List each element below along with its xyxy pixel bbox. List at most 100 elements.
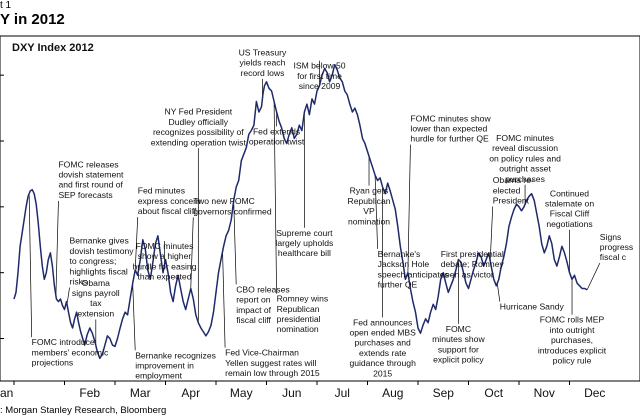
event-annotation-line: extending operation twist: [151, 137, 247, 147]
event-annotation-line: report on: [236, 295, 271, 305]
event-annotation-line: on policy rules and: [489, 153, 561, 163]
event-annotation: FOMC minutes show a higher hurdle for easi…: [132, 241, 196, 282]
x-tick-label: an: [0, 386, 13, 400]
x-tick-label: Feb: [79, 386, 100, 400]
event-annotation-line: to congress;: [70, 256, 117, 266]
event-annotation-line: dovish testimony: [70, 246, 135, 256]
event-annotation: Bernanke gives dovish testimony to congres…: [70, 236, 135, 287]
event-annotation-line: purchases: [505, 174, 545, 184]
event-annotation-line: nomination: [348, 216, 390, 226]
x-tick-label: May: [230, 386, 253, 400]
x-tick-label: Mar: [130, 386, 151, 400]
annotation-leader: [134, 217, 139, 271]
annotation-leader: [489, 206, 494, 261]
event-annotation-line: purchases and: [354, 338, 411, 348]
event-annotation-line: progress: [600, 242, 633, 252]
event-annotation: Supreme court largely upholds healthcare b…: [275, 228, 333, 258]
event-annotation: FOMC releases dovish statement and first r…: [58, 159, 124, 200]
event-annotation-line: Romney wins: [277, 294, 329, 304]
event-annotation-line: US Treasury: [239, 47, 287, 57]
annotation-leader: [233, 200, 237, 285]
event-annotation-line: Ryan gets: [350, 186, 389, 196]
x-tick-label: Aug: [382, 386, 403, 400]
event-annotation-line: VP: [363, 206, 375, 216]
event-annotation-line: FOMC minutes show: [410, 113, 491, 123]
event-annotation-line: show a higher: [138, 251, 192, 261]
event-annotation-line: healthcare bill: [278, 248, 331, 258]
event-annotation-line: CBO releases: [236, 284, 290, 294]
event-annotation-line: FOMC releases: [58, 159, 118, 169]
exhibit-title: Y in 2012: [0, 11, 65, 28]
event-annotation-line: express concern: [138, 196, 201, 206]
x-tick-label: Jun: [282, 386, 301, 400]
event-annotation-line: into outright: [550, 325, 596, 335]
x-tick-label: Sep: [433, 386, 455, 400]
annotation-leader: [222, 251, 226, 348]
event-annotation-line: FOMC rolls MEP: [540, 315, 605, 325]
event-annotation: Fed announces open ended MBS purchases and…: [349, 317, 416, 378]
event-annotation: FOMC minutes show lower than expected hurd…: [410, 113, 491, 143]
event-annotation: FOMC introduce members' economic projectio…: [32, 337, 109, 367]
event-annotation-line: tax: [90, 298, 102, 308]
event-annotation-line: President: [493, 196, 530, 206]
event-annotation-line: Supreme court: [276, 228, 333, 238]
x-axis-ticks: an Feb Mar Apr May Jun Jul Aug Sep Oct Nov Dec: [0, 381, 605, 400]
x-tick-label: Apr: [181, 386, 200, 400]
event-annotation-line: FOMC minutes: [136, 241, 194, 251]
event-annotation: Bernanke recognizes improvement in employm…: [135, 350, 216, 380]
event-annotation-line: remain low through 2015: [225, 368, 320, 378]
event-annotation: NY Fed President Dudley officially recogni…: [151, 107, 247, 148]
annotation-leader: [407, 144, 411, 273]
event-annotation-line: recognizes possibility of: [153, 127, 244, 137]
event-annotation-line: yields reach: [240, 58, 286, 68]
event-annotation-line: hurdle for further QE: [410, 134, 489, 144]
event-annotation-line: impact of: [236, 305, 271, 315]
x-tick-label: Nov: [534, 386, 555, 400]
event-annotation-line: Jackson Hole: [378, 259, 430, 269]
event-annotation-line: lower than expected: [410, 123, 487, 133]
annotation-leader: [28, 193, 33, 338]
event-annotation-line: for first time: [297, 71, 342, 81]
event-annotation-line: Republican: [348, 196, 391, 206]
event-annotation-line: speech anticipates: [378, 269, 449, 279]
event-annotation-line: elected: [493, 185, 521, 195]
event-annotation-line: since 2009: [299, 81, 341, 91]
plot-frame: [0, 35, 640, 382]
event-annotation-line: hurdle for easing: [132, 261, 196, 271]
event-annotation-line: than expected: [137, 272, 191, 282]
dxy-series-line: [13, 63, 588, 360]
event-annotation-line: Yellen suggest rates will: [225, 358, 316, 368]
event-annotation-line: SEP forecasts: [58, 190, 112, 200]
event-annotation-line: Hurricane Sandy: [500, 302, 565, 312]
event-annotation-line: operation twist: [249, 137, 305, 147]
event-annotation-line: members' economic: [32, 347, 109, 357]
event-annotation: Romney wins Republican presidential nominat…: [277, 294, 329, 335]
event-annotation-line: Fed minutes: [138, 186, 185, 196]
event-annotation-line: guidance through: [349, 358, 416, 368]
event-annotation-line: explicit policy: [433, 355, 484, 365]
event-annotation-line: about fiscal cliff: [138, 206, 197, 216]
event-annotation: ISM below 50 for first time since 2009: [293, 61, 345, 91]
event-annotation-line: nomination: [277, 324, 319, 334]
event-annotation-line: seen as victor: [441, 269, 494, 279]
event-annotation-line: NY Fed President: [164, 107, 232, 117]
annotation-leader: [273, 101, 277, 294]
event-annotation-line: fiscal c: [600, 252, 627, 262]
x-tick-label: Dec: [584, 386, 605, 400]
event-annotation: Hurricane Sandy: [500, 302, 565, 312]
event-annotation: Fed minutes express concern about fiscal c…: [138, 186, 201, 216]
event-annotation-line: improvement in: [135, 360, 194, 370]
event-annotation-line: highlights fiscal: [70, 266, 128, 276]
event-annotation-line: introduces explicit: [538, 345, 607, 355]
event-annotation-line: First presidential: [441, 249, 504, 259]
event-annotation-line: extension: [77, 308, 114, 318]
chart-inner-title: DXY Index 2012: [12, 42, 94, 54]
event-annotation-line: risks: [70, 277, 88, 287]
event-annotations: FOMC releases dovish statement and first r…: [32, 47, 634, 380]
annotation-leader: [374, 175, 378, 249]
event-annotation-line: Signs: [600, 232, 622, 242]
event-annotation-line: support for: [438, 344, 479, 354]
event-annotation: First presidential debate; Romney seen as …: [441, 249, 505, 279]
event-annotation-line: largely upholds: [275, 238, 333, 248]
event-annotation-line: Dudley officially: [169, 117, 229, 127]
